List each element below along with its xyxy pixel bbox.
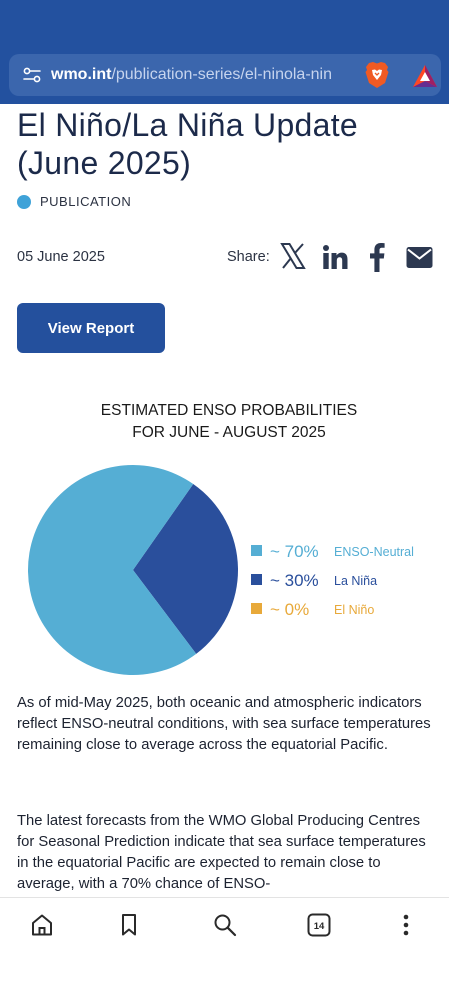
- tab-switcher-icon[interactable]: 14: [307, 913, 331, 937]
- legend-label: La Niña: [334, 574, 377, 588]
- legend-value: ~ 0%: [270, 600, 309, 619]
- home-icon[interactable]: [31, 913, 53, 937]
- brave-rewards-icon[interactable]: [412, 64, 438, 88]
- brave-shields-icon[interactable]: [364, 61, 390, 89]
- url-path: /publication-series/el-ninola-nin: [111, 66, 332, 83]
- browser-bottom-toolbar: 14: [0, 897, 449, 1000]
- legend-swatch: [251, 574, 262, 585]
- share-label: Share:: [227, 249, 270, 265]
- legend-swatch: [251, 545, 262, 556]
- category-dot: [17, 195, 31, 209]
- legend-label: El Niño: [334, 603, 374, 617]
- article-paragraph: The latest forecasts from the WMO Global…: [17, 813, 426, 892]
- pie-slice-la-ni-a: [133, 483, 238, 654]
- linkedin-share-icon[interactable]: [322, 242, 348, 270]
- chart-title-line2: FOR JUNE - AUGUST 2025: [132, 424, 326, 441]
- pie-slice-enso-neutral: [28, 465, 197, 675]
- bookmark-icon[interactable]: [121, 913, 137, 937]
- publication-date: 05 June 2025: [17, 249, 105, 265]
- view-report-button[interactable]: View Report: [17, 303, 165, 353]
- tab-count: 14: [314, 921, 325, 932]
- legend-swatch: [251, 603, 262, 614]
- x-share-icon[interactable]: [280, 242, 306, 270]
- page-title: El Niño/La Niña Update (June 2025): [17, 107, 359, 181]
- site-settings-icon[interactable]: [23, 66, 41, 84]
- facebook-share-icon[interactable]: [368, 242, 386, 272]
- browser-top-bar: wmo.int/publication-series/el-ninola-nin: [0, 0, 449, 104]
- enso-probability-chart: ESTIMATED ENSO PROBABILITIES FOR JUNE - …: [28, 402, 414, 675]
- legend-value: ~ 70%: [270, 542, 319, 561]
- url-text[interactable]: wmo.int/publication-series/el-ninola-nin: [51, 65, 357, 85]
- legend-value: ~ 30%: [270, 571, 319, 590]
- email-share-icon[interactable]: [406, 246, 433, 270]
- url-domain: wmo.int: [51, 66, 112, 83]
- article-paragraph: As of mid-May 2025, both oceanic and atm…: [17, 695, 431, 753]
- category-label[interactable]: PUBLICATION: [40, 194, 132, 209]
- address-bar[interactable]: wmo.int/publication-series/el-ninola-nin: [9, 54, 441, 96]
- more-options-icon[interactable]: [402, 913, 410, 937]
- search-icon[interactable]: [213, 913, 237, 937]
- legend-label: ENSO-Neutral: [334, 545, 414, 559]
- chart-title-line1: ESTIMATED ENSO PROBABILITIES: [101, 402, 357, 419]
